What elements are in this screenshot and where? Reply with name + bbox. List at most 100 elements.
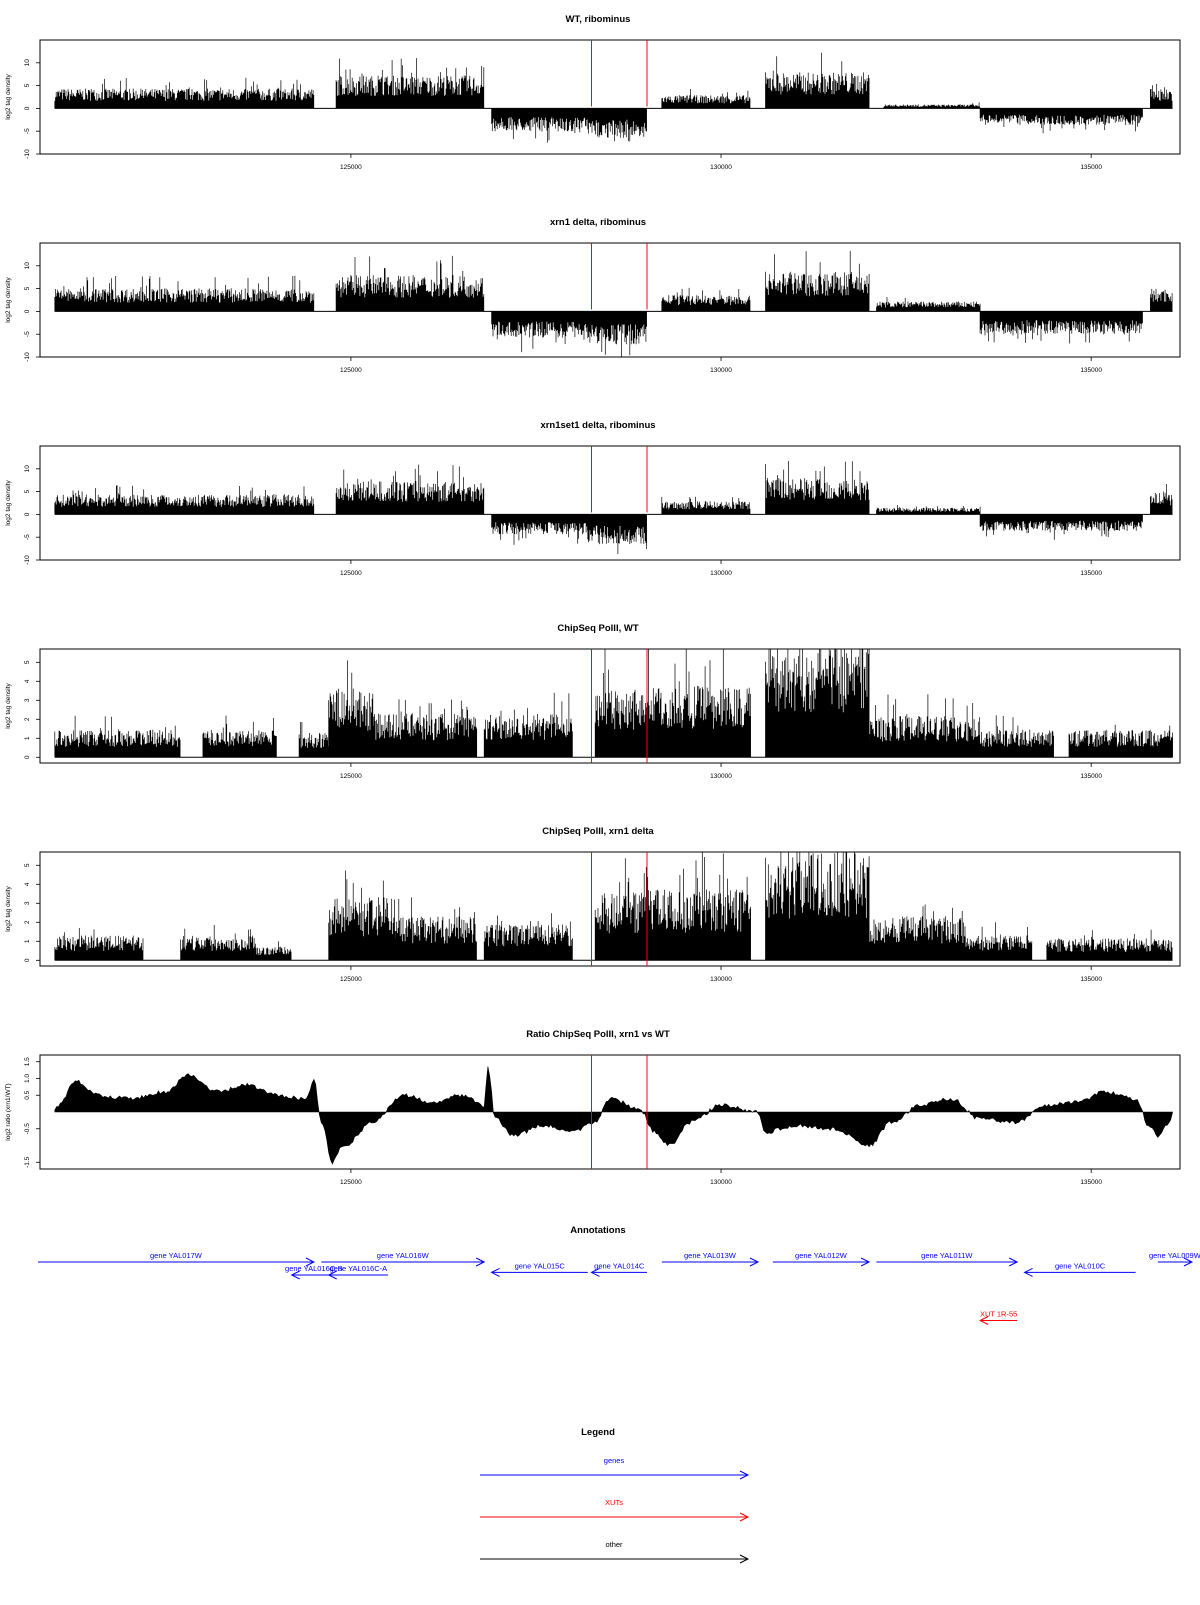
arrow-head — [1183, 1257, 1194, 1267]
y-tick-label: 1.5 — [24, 1057, 31, 1066]
signal-bars — [335, 464, 485, 515]
legend-items: genes XUTs other — [480, 1456, 750, 1564]
annotation-feature: gene YAL010C — [1023, 1261, 1136, 1277]
signal-bars — [54, 928, 144, 961]
plot-frame — [39, 242, 1181, 358]
x-tick-label: 130000 — [710, 976, 732, 983]
y-tick-label: 0 — [24, 309, 31, 313]
annotation-feature: gene YAL016C-A — [327, 1264, 388, 1280]
signal-segment — [765, 649, 870, 758]
data-marks — [54, 250, 1173, 357]
x-tick-label: 135000 — [1080, 773, 1102, 780]
y-tick-label: 4 — [24, 679, 31, 683]
x-tick-label: 125000 — [340, 164, 362, 171]
signal-bars — [1150, 484, 1173, 515]
signal-segment — [491, 311, 588, 353]
arrow-head — [860, 1257, 871, 1267]
signal-bars — [646, 649, 751, 758]
legend: Legend genes XUTs other — [480, 1427, 750, 1564]
y-tick-label: 3 — [24, 901, 31, 905]
chart-title: xrn1set1 delta, ribominus — [540, 420, 655, 431]
signal-segment — [54, 715, 181, 758]
signal-segment — [54, 928, 144, 961]
y-tick-label: 2 — [24, 920, 31, 924]
y-tick-label: 5 — [24, 489, 31, 493]
signal-bars — [765, 461, 870, 515]
chart-title: Ratio ChipSeq PolII, xrn1 vs WT — [526, 1029, 670, 1040]
annotation-label: gene YAL009W — [1149, 1251, 1200, 1260]
plot-frame — [39, 851, 1181, 967]
annotation-feature: gene YAL017W — [38, 1251, 316, 1267]
signal-segment — [587, 311, 647, 357]
y-axis-label: log2 tag density — [5, 682, 12, 728]
data-marks — [54, 1066, 1173, 1165]
signal-segment — [491, 108, 588, 143]
signal-bars — [883, 102, 981, 109]
y-axis-label: log2 tag density — [5, 885, 12, 931]
signal-segment — [298, 722, 329, 758]
annotation-label: gene YAL017W — [150, 1251, 203, 1260]
x-tick-label: 130000 — [710, 773, 732, 780]
legend-item: XUTs — [480, 1498, 750, 1522]
arrow-head — [305, 1257, 316, 1267]
arrow-head — [1023, 1267, 1033, 1277]
data-marks — [54, 852, 1173, 961]
signal-segment — [328, 660, 374, 758]
signal-segment — [372, 699, 478, 758]
chart-panel-5: ChipSeq PolII, xrn1 delta log2 tag densit… — [5, 826, 1181, 983]
y-tick-label: -0.5 — [24, 1123, 31, 1135]
signal-segment — [54, 77, 315, 109]
x-tick-label: 130000 — [710, 164, 732, 171]
y-tick-label: 10 — [24, 465, 31, 473]
y-tick-label: 2 — [24, 717, 31, 721]
data-marks — [54, 649, 1173, 758]
plot-frame — [39, 1054, 1181, 1170]
arrow-head — [739, 1470, 750, 1480]
signal-bars — [254, 941, 292, 961]
signal-bars — [202, 715, 277, 758]
signal-bars — [1068, 724, 1173, 758]
signal-bars — [964, 922, 1033, 961]
annotation-label: gene YAL012W — [795, 1251, 848, 1260]
chart-title: ChipSeq PolII, xrn1 delta — [542, 826, 654, 837]
legend-label: XUTs — [605, 1498, 623, 1507]
signal-segment — [979, 715, 1054, 758]
signal-bars — [868, 694, 981, 758]
annotation-feature: gene YAL016W — [321, 1251, 486, 1267]
legend-item: genes — [480, 1456, 750, 1480]
signal-bars — [491, 311, 588, 353]
signal-bars — [587, 514, 647, 554]
signal-segment — [868, 904, 966, 961]
signal-bars — [483, 913, 573, 961]
y-axis-label: log2 ratio (xrn1/WT) — [5, 1083, 12, 1140]
x-tick-label: 135000 — [1080, 1179, 1102, 1186]
signal-segment — [1068, 724, 1173, 758]
arrow-head — [475, 1257, 486, 1267]
y-tick-label: 5 — [24, 660, 31, 664]
x-tick-label: 125000 — [340, 1179, 362, 1186]
y-tick-label: 10 — [24, 262, 31, 270]
annotation-label: gene YAL014C — [594, 1261, 645, 1270]
signal-bars — [646, 852, 751, 961]
chart-title: ChipSeq PolII, WT — [557, 623, 638, 634]
legend-title: Legend — [581, 1427, 615, 1438]
signal-bars — [876, 505, 981, 515]
signal-segment — [180, 925, 255, 961]
annotation-label: gene YAL016C-A — [329, 1264, 387, 1273]
x-tick-label: 135000 — [1080, 164, 1102, 171]
signal-bars — [54, 715, 181, 758]
signal-bars — [54, 77, 315, 109]
signal-bars — [1150, 83, 1173, 109]
x-tick-label: 135000 — [1080, 976, 1102, 983]
signal-segment — [254, 941, 292, 961]
y-tick-label: -5 — [24, 128, 31, 134]
arrow-head — [290, 1270, 300, 1280]
signal-bars — [979, 715, 1054, 758]
x-tick-label: 135000 — [1080, 570, 1102, 577]
signal-bars — [1150, 288, 1173, 312]
signal-bars — [180, 925, 255, 961]
annotation-label: gene YAL010C — [1055, 1261, 1106, 1270]
signal-bars — [765, 250, 870, 312]
signal-segment — [483, 913, 573, 961]
